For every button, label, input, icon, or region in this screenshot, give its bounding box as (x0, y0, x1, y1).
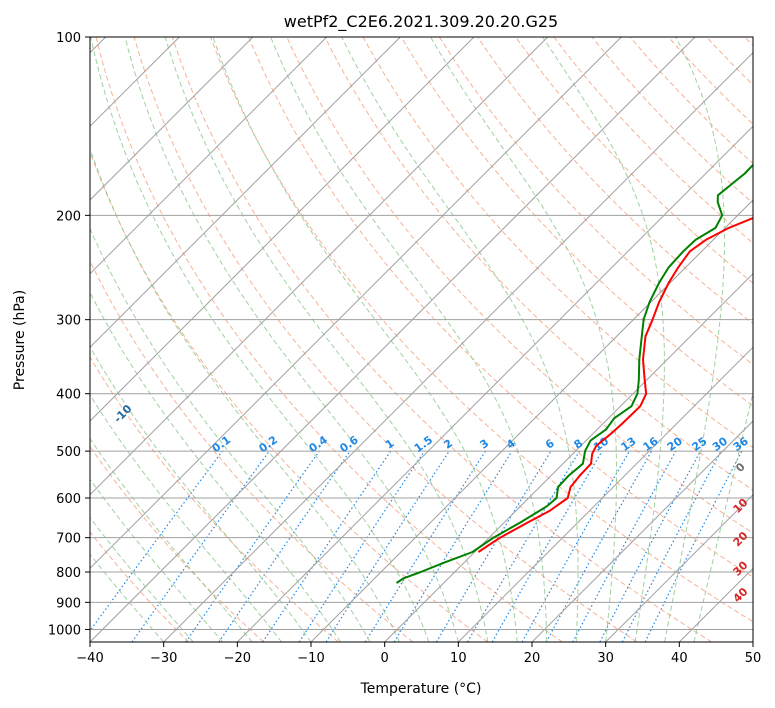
moist-adiabat--22 (90, 478, 223, 642)
isotherm--50 (90, 37, 622, 570)
moist-adiabat-30 (430, 37, 617, 642)
dry-adiabat-60 (248, 37, 753, 578)
dry-adiabat-30 (133, 37, 638, 642)
isotherm-10 (457, 346, 753, 642)
plot-frame (89, 36, 754, 643)
mixing-ratio-line-2 (325, 450, 450, 642)
chart-title: wetPf2_C2E6.2021.309.20.20.G25 (284, 12, 558, 32)
mixing-ratio-line-0.2 (131, 450, 270, 642)
mixing-ratio-line-0.4 (185, 450, 320, 642)
x-tick-label: −40 (76, 651, 103, 666)
isotherm--60 (90, 37, 549, 496)
y-tick-label: 1000 (48, 623, 81, 638)
profile-series (395, 163, 753, 584)
moist-adiabat-42 (693, 390, 753, 642)
mixing-ratio-line-16 (545, 450, 653, 642)
x-tick-label: 30 (597, 651, 614, 666)
moist-adiabat-10 (124, 37, 459, 642)
moist-adiabat-6 (90, 37, 430, 642)
y-axis: 100 200 300 400 500 600 700 800 900 1000 (48, 31, 90, 638)
moist-adiabat--2 (90, 227, 371, 642)
plot-background (90, 37, 753, 642)
y-tick-label: 200 (56, 209, 81, 224)
moist-adiabat-34 (542, 37, 665, 642)
y-tick-label: 500 (56, 445, 81, 460)
y-tick-label: 100 (56, 31, 81, 46)
x-tick-label: 50 (745, 651, 762, 666)
dry-adiabat--30 (90, 531, 190, 642)
dry-adiabat-130 (515, 37, 753, 284)
mixing-ratio-line-4 (393, 450, 513, 642)
y-tick-label: 700 (56, 532, 81, 547)
x-tick-label: 20 (524, 651, 541, 666)
moist-adiabat--6 (90, 291, 341, 642)
x-tick-label: −20 (224, 651, 251, 666)
mixing-ratio-line-13 (521, 450, 631, 642)
isotherm--70 (90, 37, 475, 422)
mixing-ratio-line-1 (262, 450, 392, 642)
isotherm--80 (90, 37, 401, 349)
isotherm-20 (531, 420, 753, 642)
moist-adiabat-14 (164, 37, 489, 642)
isotherms (90, 37, 753, 642)
isotherm--90 (90, 37, 328, 275)
dry-adiabat-70 (286, 37, 753, 534)
dry-adiabat-0 (90, 259, 414, 642)
series-dewpoint (395, 163, 753, 584)
isobars (90, 37, 753, 630)
x-tick-label: 10 (450, 651, 467, 666)
isotherm--10 (310, 199, 753, 642)
x-tick-label: 0 (381, 651, 389, 666)
mixing-ratio-line-0.6 (218, 450, 351, 642)
dry-adiabat-label--20: -20 (29, 360, 52, 383)
y-tick-label: 400 (56, 388, 81, 403)
series-temperature (477, 216, 753, 553)
dry-adiabat-80 (324, 37, 753, 491)
isotherm--20 (236, 125, 753, 642)
dry-adiabat-100 (400, 37, 753, 407)
isotherm-0 (384, 272, 753, 642)
moist-adiabat--14 (90, 394, 282, 642)
isotherm-50 (752, 641, 753, 642)
dry-adiabat-200 (770, 24, 775, 642)
y-tick-label: 900 (56, 596, 81, 611)
isotherm--30 (163, 51, 753, 642)
moist-adiabat-22 (270, 37, 548, 642)
dry-adiabat-120 (477, 37, 753, 325)
y-tick-label: 300 (56, 314, 81, 329)
moist-adiabat-18 (212, 37, 518, 642)
x-tick-label: −10 (297, 651, 324, 666)
isotherm-30 (605, 493, 753, 642)
mixing-ratio-line-36 (644, 450, 743, 642)
moist-adiabat-2 (90, 147, 400, 642)
moist-adiabat-38 (664, 37, 726, 642)
y-tick-label: 600 (56, 492, 81, 507)
mixing-ratio-line-20 (572, 450, 677, 642)
dry-adiabat-40 (171, 37, 712, 642)
mixing-ratio-line-0.1 (90, 450, 223, 632)
mixing-ratio-lines (90, 450, 743, 642)
y-axis-label: Pressure (hPa) (12, 290, 28, 390)
isotherm--100 (90, 37, 254, 201)
moist-adiabat-26 (341, 37, 579, 642)
x-tick-label: −30 (150, 651, 177, 666)
mixing-ratio-line-1.5 (298, 450, 425, 642)
x-axis: −40 −30 −20 −10 0 10 20 30 40 50 (76, 642, 761, 666)
y-tick-label: 800 (56, 566, 81, 581)
x-tick-label: 40 (671, 651, 688, 666)
moist-adiabat--18 (90, 437, 253, 642)
x-axis-label: Temperature (°C) (360, 681, 482, 697)
isotherm--40 (90, 37, 696, 642)
